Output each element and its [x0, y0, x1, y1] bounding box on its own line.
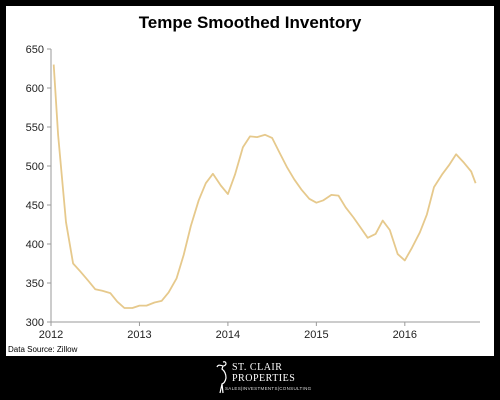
y-tick-label: 550: [26, 122, 44, 134]
heron-icon: [216, 361, 227, 394]
series-line: [52, 64, 477, 309]
data-source: Data Source: Zillow: [8, 345, 78, 354]
y-tick-label: 600: [26, 83, 44, 95]
y-tick-label: 650: [26, 44, 44, 56]
y-tick-label: 500: [26, 161, 44, 173]
x-axis-ticks: 2012 2013 2014 2015 2016: [39, 322, 417, 341]
logo-text-line2: PROPERTIES: [232, 373, 296, 384]
y-tick-label: 450: [26, 200, 44, 212]
x-tick-label: 2012: [39, 329, 63, 341]
chart-panel: Tempe Smoothed Inventory 300 350 400 450 500…: [6, 6, 494, 356]
x-tick-label: 2014: [216, 329, 240, 341]
y-tick-label: 300: [26, 317, 44, 329]
logo-tagline: SALES|INVESTMENTS|CONSULTING: [225, 386, 312, 391]
y-tick-label: 350: [26, 278, 44, 290]
y-axis-ticks: 300 350 400 450 500 550 600 650: [26, 44, 51, 329]
x-tick-label: 2016: [393, 329, 417, 341]
chart-title: Tempe Smoothed Inventory: [138, 13, 362, 32]
x-tick-label: 2013: [127, 329, 151, 341]
logo-text-line1: ST. CLAIR: [232, 362, 283, 373]
axes: [50, 49, 480, 323]
x-tick-label: 2015: [304, 329, 328, 341]
company-logo: ST. CLAIR PROPERTIES SALES|INVESTMENTS|C…: [212, 358, 332, 398]
y-tick-label: 400: [26, 239, 44, 251]
